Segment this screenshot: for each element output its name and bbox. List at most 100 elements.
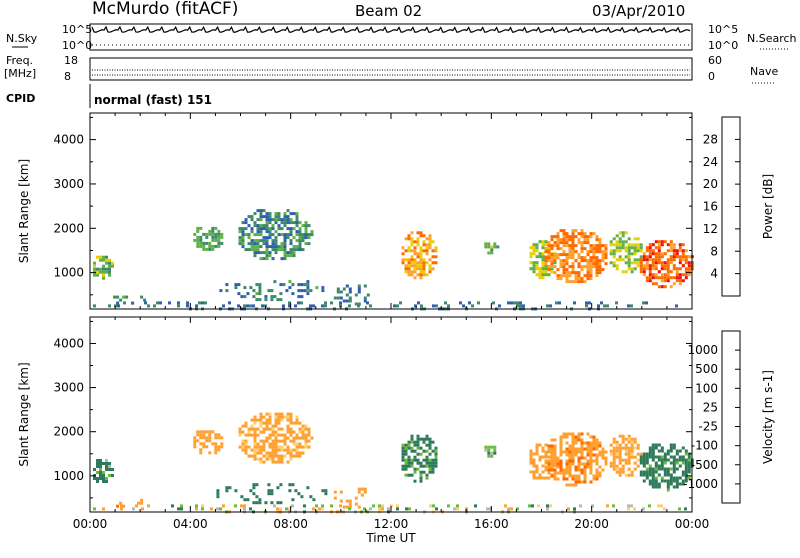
data-cell [244,448,248,452]
data-cell [565,256,569,260]
data-cell [633,437,637,441]
data-cell [295,215,299,219]
data-cell [336,290,340,294]
data-cell [516,301,519,305]
data-cell [574,244,578,248]
data-cell [342,505,346,509]
data-cell [645,264,649,268]
data-cell [589,450,593,454]
data-cell [99,462,102,465]
data-cell [633,467,637,471]
data-cell [280,460,284,464]
data-cell [621,440,625,444]
data-cell [663,273,667,277]
data-cell [565,280,569,284]
data-cell [265,239,269,243]
data-cell [604,247,608,251]
data-cell [422,470,426,474]
data-cell [283,254,287,258]
data-cell [119,298,123,302]
data-cell [93,273,96,277]
data-cell [396,507,399,511]
data-cell [550,265,554,269]
data-cell [333,490,337,494]
data-cell [589,465,593,469]
data-cell [307,433,311,437]
data-cell [571,453,575,457]
data-cell [96,267,99,271]
data-cell [678,458,682,462]
data-cell [660,464,664,468]
freq-tick-high: 18 [64,54,78,67]
data-cell [414,304,417,308]
data-cell [428,270,432,274]
data-cell [580,438,584,442]
data-cell [419,255,423,259]
data-cell [642,461,646,465]
data-cell [580,235,584,239]
data-cell [568,235,572,239]
data-cell [259,257,263,261]
data-cell [289,242,293,246]
colorbar-tick-label: 25 [703,400,718,414]
data-cell [259,215,263,219]
data-cell [108,304,111,308]
data-cell [660,467,664,471]
data-cell [258,498,262,502]
data-cell [193,439,197,443]
data-cell [562,268,566,272]
data-patch [401,434,438,483]
data-cell [675,476,679,480]
data-cell [642,452,646,456]
data-cell [354,496,358,500]
data-cell [571,447,575,451]
data-cell [633,249,637,253]
data-cell [431,440,435,444]
data-cell [274,218,278,222]
data-cell [268,436,272,440]
data-cell [252,295,256,299]
data-cell [250,239,254,243]
data-cell [265,454,269,458]
data-cell [591,504,594,508]
data-cell [615,440,619,444]
data-cell [241,233,245,237]
data-cell [553,256,557,260]
data-cell [208,244,212,248]
data-cell [654,276,658,280]
data-cell [672,264,676,268]
data-cell [681,243,685,247]
data-cell [105,270,108,274]
data-cell [429,504,432,508]
data-cell [186,304,189,308]
data-cell [618,243,622,247]
data-cell [669,476,673,480]
data-cell [636,452,640,456]
data-cell [428,267,432,271]
data-cell [390,504,393,508]
data-cell [286,227,290,231]
data-cell [177,301,180,305]
data-cell [675,452,679,456]
data-cell [306,289,310,293]
data-cell [265,224,269,228]
data-cell [304,224,308,228]
data-cell [434,464,438,468]
data-cell [205,241,209,245]
data-cell [598,268,602,272]
data-cell [541,261,545,265]
data-cell [583,456,587,460]
data-cell [304,442,308,446]
data-cell [244,451,248,455]
data-cell [672,458,676,462]
data-cell [407,264,411,268]
data-cell [401,467,405,471]
data-cell [666,482,670,486]
data-cell [434,261,438,265]
data-cell [675,279,679,283]
data-cell [547,244,551,248]
data-cell [550,259,554,263]
data-patch [93,255,114,280]
data-cell [270,289,274,293]
